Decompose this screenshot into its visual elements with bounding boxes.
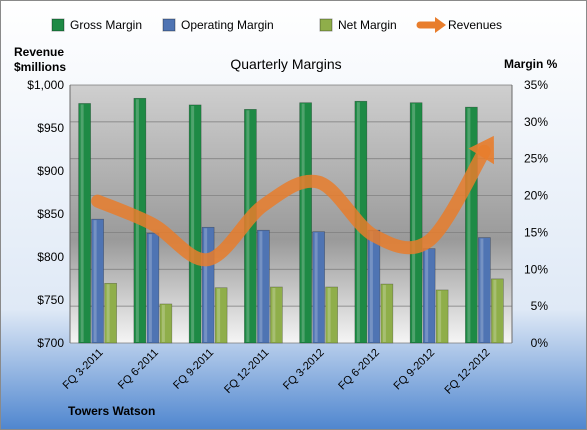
right-tick-label: 30% — [524, 115, 548, 129]
revenue-arrowhead — [468, 135, 494, 165]
revenue-line — [91, 135, 494, 267]
bar-operating-margin — [146, 232, 160, 344]
bar-highlight — [480, 238, 484, 342]
right-axis-ticks: 0% 5% 10% 15% 20% 25% 30% 35% — [524, 78, 548, 350]
bar-operating-margin — [478, 237, 491, 344]
bar-gross-margin — [188, 104, 202, 344]
left-tick-label: $950 — [37, 121, 64, 135]
bar-highlight — [80, 104, 84, 342]
left-axis-ticks: $700 $750 $800 $850 $900 $950 $1,000 — [27, 78, 64, 350]
bar-net-margin — [270, 286, 283, 344]
left-tick-label: $700 — [37, 336, 64, 350]
bar-highlight — [438, 290, 442, 342]
bar-highlight — [493, 279, 497, 342]
bar-gross-margin — [78, 103, 91, 344]
bar-net-margin — [159, 303, 173, 344]
bar-highlight — [314, 232, 318, 342]
left-tick-label: $900 — [37, 164, 64, 178]
bar-operating-margin — [201, 226, 215, 344]
bar-gross-margin — [299, 102, 312, 344]
bar-gross-margin — [465, 106, 478, 344]
left-tick-label: $850 — [37, 207, 64, 221]
bar-highlight — [467, 108, 471, 342]
right-tick-label: 0% — [531, 336, 549, 350]
legend-swatch-operating-margin — [162, 18, 176, 32]
bar-net-margin — [104, 282, 117, 344]
chart-title: Quarterly Margins — [230, 56, 341, 72]
bar-highlight — [259, 231, 263, 342]
bar-gross-margin — [409, 102, 423, 344]
left-axis-label-line2: $millions — [14, 60, 66, 74]
bar-highlight — [148, 234, 152, 342]
revenue-line-path — [91, 144, 491, 267]
bar-highlight — [191, 105, 195, 342]
legend-swatch-net-margin — [319, 18, 333, 32]
bar-highlight — [106, 284, 110, 342]
bar-highlight — [272, 287, 276, 342]
right-tick-label: 10% — [524, 262, 548, 276]
bar-operating-margin — [312, 231, 325, 344]
bar-highlight — [382, 285, 386, 342]
legend-label-gross-margin: Gross Margin — [70, 18, 142, 32]
left-tick-label: $800 — [37, 250, 64, 264]
bar-net-margin — [325, 286, 338, 344]
left-tick-label: $1,000 — [27, 78, 64, 92]
bar-highlight — [327, 287, 331, 342]
right-tick-label: 20% — [524, 189, 548, 203]
bar-highlight — [412, 103, 416, 342]
bar-operating-margin — [91, 218, 104, 344]
legend-swatch-arrow — [435, 17, 446, 33]
bar-highlight — [301, 103, 305, 342]
right-tick-label: 5% — [531, 299, 549, 313]
bar-net-margin — [214, 287, 228, 344]
bar-net-margin — [491, 278, 504, 344]
left-tick-label: $750 — [37, 293, 64, 307]
legend-label-net-margin: Net Margin — [338, 18, 397, 32]
right-axis-label: Margin % — [504, 57, 558, 71]
bar-highlight — [425, 249, 429, 342]
bar-highlight — [369, 231, 373, 342]
bar-highlight — [93, 220, 97, 342]
bar-highlight — [204, 228, 208, 342]
bar-operating-margin — [367, 229, 381, 344]
right-tick-label: 25% — [524, 152, 548, 166]
left-axis-label-line1: Revenue — [14, 45, 64, 59]
legend-swatch-gross-margin — [51, 18, 65, 32]
bar-operating-margin — [257, 229, 270, 344]
bar-net-margin — [380, 283, 394, 344]
bar-highlight — [161, 304, 165, 342]
bar-net-margin — [435, 289, 449, 344]
right-tick-label: 35% — [524, 78, 548, 92]
bar-operating-margin — [422, 248, 436, 344]
bar-highlight — [217, 288, 221, 342]
source-label: Towers Watson — [68, 404, 155, 418]
legend-label-operating-margin: Operating Margin — [181, 18, 274, 32]
right-tick-label: 15% — [524, 225, 548, 239]
legend: Gross Margin Operating Margin Net Margin Re… — [51, 17, 502, 33]
legend-label-revenues: Revenues — [448, 18, 502, 32]
